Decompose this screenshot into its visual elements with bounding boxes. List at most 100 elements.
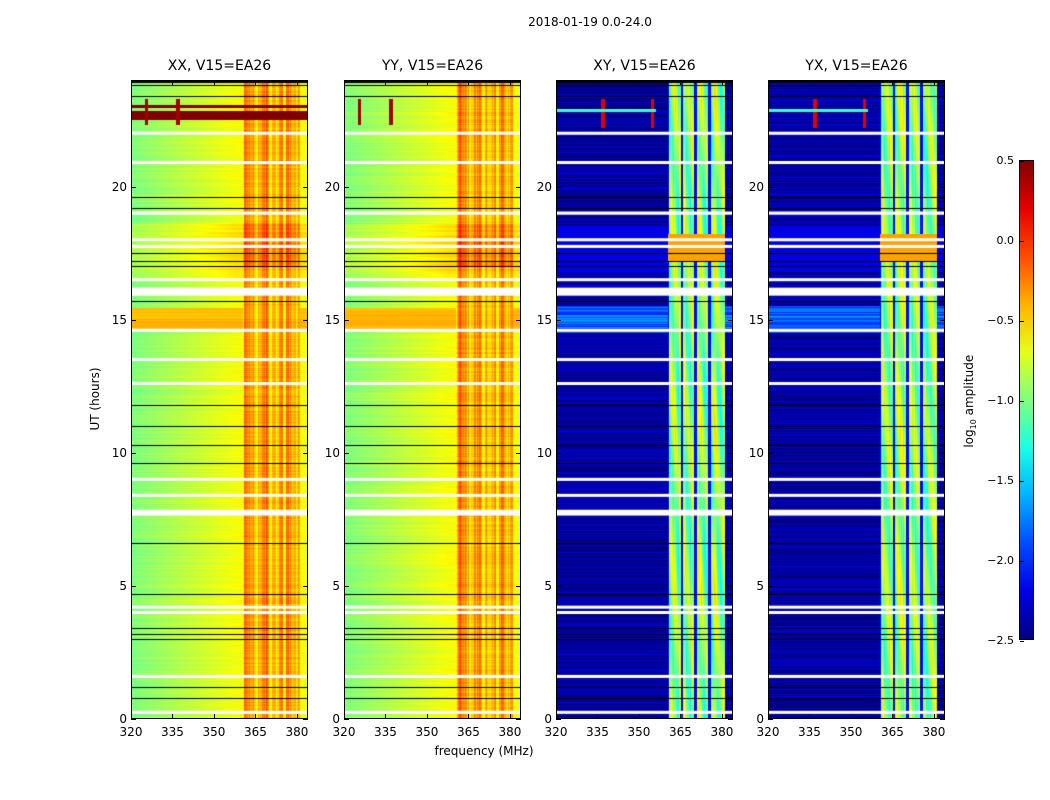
x-tick-mark	[556, 714, 557, 719]
colorbar-tick-mark	[1020, 481, 1024, 482]
x-tick-mark	[721, 714, 723, 719]
y-tick-mark	[516, 452, 521, 454]
x-tick-label: 380	[710, 725, 734, 739]
x-tick-mark	[638, 80, 640, 85]
x-tick-label: 365	[669, 725, 692, 739]
y-tick-mark	[516, 719, 521, 720]
y-tick-mark	[556, 452, 561, 454]
x-tick-mark	[509, 80, 511, 85]
x-tick-mark	[385, 714, 387, 719]
x-tick-label: 365	[244, 725, 267, 739]
colorbar-label: log10 amplitude	[962, 336, 978, 466]
x-tick-label: 380	[285, 725, 309, 739]
heatmap-panel-xy: XY, V15=EA26 0 5 10 15 20 320 335 350 365 380	[537, 58, 734, 739]
y-tick-mark	[556, 319, 561, 321]
y-tick-mark	[728, 319, 733, 321]
colorbar-tick-label: −1.0	[987, 394, 1014, 407]
y-tick-mark	[303, 319, 308, 321]
y-tick-label: 5	[332, 578, 340, 593]
x-tick-label: 335	[374, 725, 397, 739]
y-tick-mark	[303, 452, 308, 454]
y-tick-label: 5	[119, 578, 127, 593]
y-tick-mark	[516, 186, 521, 188]
y-tick-mark	[303, 585, 308, 587]
y-tick-label: 5	[544, 578, 552, 593]
x-tick-mark	[344, 714, 345, 719]
x-tick-label: 320	[544, 725, 568, 739]
x-tick-mark	[933, 80, 935, 85]
y-tick-mark	[131, 452, 136, 454]
x-tick-label: 335	[586, 725, 609, 739]
x-tick-mark	[296, 714, 298, 719]
colorbar-tick-mark	[1020, 161, 1024, 162]
x-tick-mark	[809, 714, 811, 719]
y-tick-label: 0	[756, 712, 764, 726]
colorbar-tick-label: −2.5	[987, 634, 1014, 647]
x-tick-label: 380	[498, 725, 522, 739]
y-tick-mark	[940, 452, 945, 454]
y-tick-label: 0	[119, 712, 127, 726]
y-tick-mark	[131, 719, 136, 720]
x-tick-mark	[172, 80, 174, 85]
y-tick-mark	[344, 452, 349, 454]
y-tick-label: 15	[748, 312, 764, 327]
y-tick-label: 10	[748, 445, 764, 460]
y-tick-label: 0	[332, 712, 340, 726]
y-tick-mark	[516, 319, 521, 321]
x-tick-mark	[768, 714, 769, 719]
y-tick-mark	[344, 719, 349, 720]
x-tick-mark	[426, 714, 428, 719]
colorbar-tick-mark	[1020, 241, 1024, 242]
colorbar-tick-label: 0.5	[996, 154, 1015, 167]
y-tick-mark	[556, 186, 561, 188]
x-tick-mark	[892, 80, 894, 85]
y-tick-mark	[131, 585, 136, 587]
y-tick-mark	[940, 585, 945, 587]
x-tick-mark	[468, 80, 470, 85]
colorbar-tick-mark	[1020, 641, 1024, 642]
x-tick-mark	[556, 80, 557, 85]
heatmap-image	[131, 80, 308, 719]
x-tick-mark	[768, 80, 769, 85]
y-tick-mark	[940, 319, 945, 321]
y-axis-label: UT (hours)	[88, 367, 102, 431]
y-tick-mark	[768, 452, 773, 454]
x-tick-label: 350	[202, 725, 226, 739]
y-tick-mark	[940, 186, 945, 188]
heatmap-panel-yx: YX, V15=EA26 0 5 10 15 20 320 335 350 365 380	[749, 58, 946, 739]
y-tick-mark	[728, 186, 733, 188]
colorbar-tick-label: −2.0	[987, 554, 1014, 567]
colorbar-label-sub: 10	[969, 419, 979, 430]
colorbar-label-prefix: log	[961, 429, 976, 448]
colorbar-tick-label: 0.0	[996, 234, 1015, 247]
y-tick-mark	[728, 719, 733, 720]
x-axis-label: frequency (MHz)	[434, 744, 534, 758]
x-tick-mark	[172, 714, 174, 719]
y-tick-label: 20	[536, 179, 552, 194]
x-tick-mark	[850, 80, 852, 85]
x-tick-mark	[933, 714, 935, 719]
colorbar-label-suffix: amplitude	[961, 354, 976, 420]
x-tick-label: 335	[161, 725, 184, 739]
y-tick-mark	[556, 719, 561, 720]
y-tick-label: 20	[324, 179, 340, 194]
heatmap-image	[344, 80, 521, 719]
x-tick-label: 365	[881, 725, 904, 739]
x-tick-mark	[213, 714, 215, 719]
y-tick-label: 10	[111, 445, 127, 460]
y-tick-mark	[728, 585, 733, 587]
x-tick-mark	[385, 80, 387, 85]
panel-title: YX, V15=EA26	[805, 58, 908, 74]
x-tick-mark	[213, 80, 215, 85]
x-tick-label: 350	[415, 725, 439, 739]
y-tick-mark	[131, 186, 136, 188]
y-tick-mark	[768, 585, 773, 587]
y-tick-mark	[516, 585, 521, 587]
x-tick-mark	[597, 80, 599, 85]
x-tick-label: 350	[839, 725, 863, 739]
y-tick-mark	[940, 719, 945, 720]
x-tick-mark	[255, 714, 257, 719]
x-tick-label: 350	[627, 725, 651, 739]
y-tick-mark	[556, 585, 561, 587]
y-tick-label: 10	[324, 445, 340, 460]
